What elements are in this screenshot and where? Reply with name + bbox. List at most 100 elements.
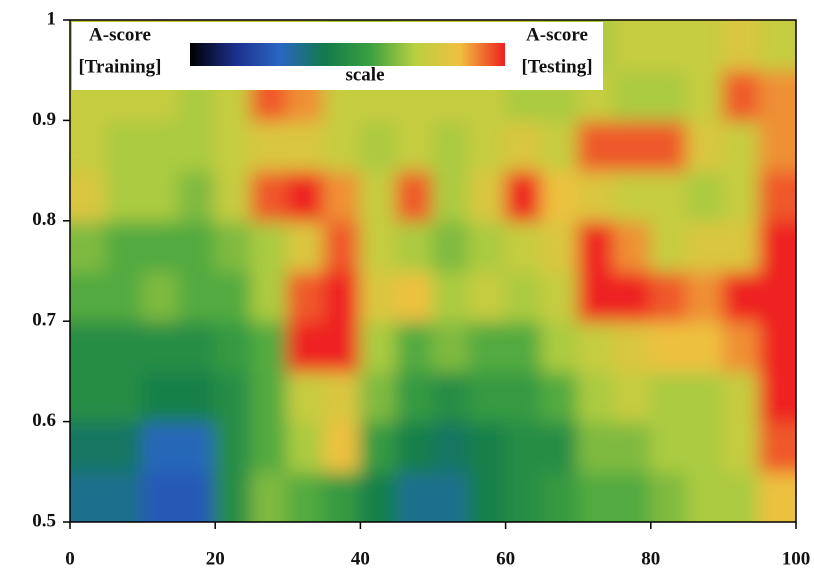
heat-cell	[432, 370, 471, 423]
heat-cell	[613, 270, 652, 323]
heat-cell	[105, 219, 144, 272]
heat-cell	[504, 270, 543, 323]
heat-cell	[686, 20, 725, 72]
heat-cell	[323, 169, 362, 222]
heat-cell	[649, 219, 689, 272]
heat-cell	[359, 470, 398, 522]
heat-cell	[70, 420, 108, 473]
x-tick-label: 100	[782, 548, 811, 569]
heat-cell	[758, 320, 796, 373]
legend-right-2: [Testing]	[521, 56, 592, 77]
heat-cell	[432, 420, 471, 473]
heat-cell	[468, 119, 507, 172]
heat-cell	[613, 420, 652, 473]
heat-cell	[250, 119, 289, 172]
heat-cell	[432, 470, 471, 522]
heat-cell	[177, 370, 217, 423]
heat-cell	[395, 470, 434, 522]
heat-cell	[214, 119, 253, 172]
heat-cell	[504, 119, 543, 172]
heat-cell	[540, 119, 580, 172]
heat-cell	[577, 119, 616, 172]
heat-cell	[286, 370, 326, 423]
heat-cell	[70, 119, 108, 172]
heat-cell	[758, 420, 796, 473]
heat-cell	[758, 20, 796, 72]
heat-cell	[649, 20, 689, 72]
x-tick-label: 20	[206, 548, 225, 569]
heat-cell	[323, 219, 362, 272]
heat-cell	[323, 470, 362, 522]
x-tick-label: 80	[641, 548, 660, 569]
heat-cell	[613, 20, 652, 72]
heat-cell	[177, 119, 217, 172]
heat-cell	[540, 370, 580, 423]
heat-cell	[722, 20, 761, 72]
heat-cell	[686, 270, 725, 323]
heat-cell	[468, 470, 507, 522]
heat-cell	[577, 270, 616, 323]
heat-cell	[649, 370, 689, 423]
heat-cell	[540, 420, 580, 473]
heat-cell	[286, 470, 326, 522]
heat-cell	[359, 270, 398, 323]
heat-cell	[468, 420, 507, 473]
heat-cell	[323, 119, 362, 172]
heat-cell	[577, 420, 616, 473]
heat-cell	[468, 320, 507, 373]
heat-cell	[468, 219, 507, 272]
heat-cell	[686, 370, 725, 423]
heat-cell	[649, 270, 689, 323]
heat-cell	[504, 370, 543, 423]
heat-cell	[105, 320, 144, 373]
heat-cell	[432, 219, 471, 272]
heat-cell	[649, 470, 689, 522]
heat-cell	[758, 119, 796, 172]
heat-cell	[323, 420, 362, 473]
heat-cell	[722, 219, 761, 272]
heat-cell	[504, 320, 543, 373]
legend-center: scale	[345, 64, 384, 85]
heat-cell	[540, 470, 580, 522]
heat-cell	[577, 320, 616, 373]
heat-cell	[504, 420, 543, 473]
legend-left-2: [Training]	[78, 56, 161, 77]
heat-cell	[70, 270, 108, 323]
heat-cell	[504, 219, 543, 272]
y-tick-label: 1	[47, 8, 57, 29]
legend-left-1: A-score	[89, 24, 151, 45]
heat-cell	[613, 320, 652, 373]
heat-cell	[359, 119, 398, 172]
heat-cell	[214, 320, 253, 373]
heat-cell	[432, 119, 471, 172]
heat-cell	[250, 169, 289, 222]
y-tick-label: 0.9	[32, 109, 56, 130]
heat-cell	[540, 219, 580, 272]
color-bar	[190, 43, 505, 66]
heat-cell	[70, 470, 108, 522]
heat-cell	[395, 119, 434, 172]
heat-cell	[286, 169, 326, 222]
heat-cell	[214, 270, 253, 323]
heat-cell	[504, 169, 543, 222]
heat-cell	[286, 320, 326, 373]
heat-cell	[395, 420, 434, 473]
heat-cell	[613, 370, 652, 423]
heat-cell	[177, 219, 217, 272]
y-tick-label: 0.7	[32, 310, 56, 331]
heat-cell	[250, 219, 289, 272]
heat-cell	[395, 270, 434, 323]
heat-cell	[722, 119, 761, 172]
heat-cell	[214, 219, 253, 272]
heat-cell	[323, 320, 362, 373]
x-tick-label: 0	[65, 548, 75, 569]
heat-cell	[250, 270, 289, 323]
heat-cell	[141, 370, 180, 423]
heat-cell	[649, 169, 689, 222]
heat-cell	[177, 320, 217, 373]
heat-cell	[359, 420, 398, 473]
heat-cell	[577, 470, 616, 522]
heat-cell	[468, 169, 507, 222]
heat-cell	[141, 320, 180, 373]
